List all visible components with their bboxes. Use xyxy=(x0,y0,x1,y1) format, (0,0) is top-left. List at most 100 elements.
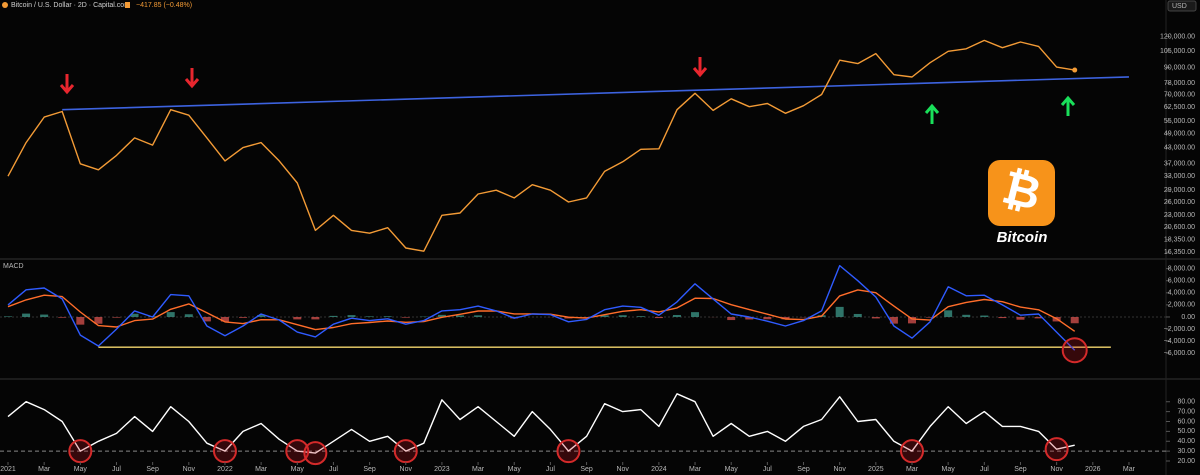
bitcoin-badge xyxy=(988,160,1055,226)
histogram-bar xyxy=(871,316,880,319)
y-tick-label: 0.00 xyxy=(1181,314,1195,321)
histogram-bar xyxy=(220,316,229,322)
histogram-bar xyxy=(58,316,67,318)
x-tick-label: 2022 xyxy=(217,466,233,473)
y-tick-label: 4,000.00 xyxy=(1168,290,1195,297)
currency-button[interactable] xyxy=(1167,0,1197,12)
y-tick-label: 29,000.00 xyxy=(1164,187,1195,194)
x-tick-label: 2025 xyxy=(868,466,884,473)
x-tick-label: Sep xyxy=(146,466,159,473)
y-tick-label: 78,000.00 xyxy=(1164,80,1195,87)
x-tick-label: 2026 xyxy=(1085,466,1101,473)
pane-title: MACD xyxy=(3,263,24,270)
y-tick-label: 37,000.00 xyxy=(1164,161,1195,168)
histogram-bar xyxy=(166,312,175,317)
x-tick-label: Sep xyxy=(363,466,376,473)
histogram-bar xyxy=(40,314,49,317)
histogram-bar xyxy=(130,313,139,317)
histogram-bar xyxy=(239,316,248,318)
histogram-bar xyxy=(672,314,681,317)
histogram-bar xyxy=(908,316,916,324)
last-price-dot xyxy=(1072,67,1078,73)
histogram-bar xyxy=(998,316,1007,319)
histogram-bar xyxy=(112,316,121,318)
x-tick-label: Nov xyxy=(1050,466,1063,473)
y-tick-label: 40.00 xyxy=(1177,438,1195,445)
highlight-circle xyxy=(303,441,328,466)
histogram-bar xyxy=(944,310,953,317)
x-tick-label: May xyxy=(74,466,88,473)
x-tick-label: Mar xyxy=(1123,466,1136,473)
x-tick-label: Nov xyxy=(183,466,196,473)
histogram-bar xyxy=(1070,316,1079,324)
histogram-bar xyxy=(365,316,374,317)
histogram-bar xyxy=(835,306,844,317)
histogram-bar xyxy=(257,315,266,317)
histogram-bar xyxy=(1034,316,1043,319)
y-tick-label: 80.00 xyxy=(1177,399,1195,406)
x-tick-label: Jul xyxy=(546,466,555,473)
symbol-icon xyxy=(2,2,8,8)
histogram-bar xyxy=(22,313,31,317)
histogram-bar xyxy=(781,316,790,320)
histogram-bar xyxy=(456,315,464,317)
x-tick-label: Jul xyxy=(112,466,121,473)
histogram-bar xyxy=(184,314,193,317)
highlight-circle xyxy=(212,439,237,464)
x-tick-label: Mar xyxy=(472,466,485,473)
histogram-bar xyxy=(600,315,609,317)
histogram-bar xyxy=(618,315,627,317)
x-tick-label: Nov xyxy=(400,466,413,473)
sell-arrow xyxy=(59,74,75,95)
sell-arrow xyxy=(692,57,708,78)
x-tick-label: Jul xyxy=(329,466,338,473)
y-tick-label: −2,000.00 xyxy=(1164,326,1195,333)
histogram-bar xyxy=(727,316,736,321)
x-tick-label: May xyxy=(725,466,739,473)
currency-label[interactable]: USD xyxy=(1172,3,1187,10)
histogram-bar xyxy=(962,314,971,317)
x-tick-label: May xyxy=(508,466,522,473)
histogram-bar xyxy=(94,316,103,324)
bitcoin-label: Bitcoin xyxy=(997,229,1048,246)
rsi-line xyxy=(7,393,1075,454)
y-tick-label: 50.00 xyxy=(1177,428,1195,435)
highlight-circle xyxy=(393,439,418,464)
histogram-bar xyxy=(654,316,663,319)
x-tick-label: Mar xyxy=(255,466,268,473)
arrows xyxy=(59,57,1076,124)
y-tick-label: 60.00 xyxy=(1177,418,1195,425)
histogram-bar xyxy=(691,312,700,317)
x-tick-label: Sep xyxy=(1014,466,1027,473)
histogram-bar xyxy=(853,313,862,317)
histogram-bar xyxy=(889,316,898,324)
symbol-title: Bitcoin / U.S. Dollar · 2D · Capital.com xyxy=(11,2,130,9)
price-line xyxy=(7,39,1075,252)
x-tick-label: 2023 xyxy=(434,466,450,473)
histogram-bar xyxy=(763,316,772,320)
y-tick-label: 8,000.00 xyxy=(1168,265,1195,272)
histogram-bar xyxy=(926,316,935,318)
highlight-circle xyxy=(1061,337,1088,364)
histogram-bar xyxy=(202,316,211,322)
x-tick-label: 2024 xyxy=(651,466,667,473)
y-tick-label: 26,000.00 xyxy=(1164,199,1195,206)
y-tick-label: −4,000.00 xyxy=(1164,338,1195,345)
flag-icon xyxy=(125,2,130,8)
y-tick-label: 70,000.00 xyxy=(1164,92,1195,99)
histogram-bar xyxy=(980,315,989,317)
y-tick-label: 30.00 xyxy=(1177,448,1195,455)
x-tick-label: Mar xyxy=(906,466,919,473)
y-tick-label: 20.00 xyxy=(1177,458,1195,465)
histogram-bar xyxy=(311,316,320,320)
highlight-circle xyxy=(1044,437,1069,462)
histogram-bar xyxy=(745,316,754,320)
y-tick-label: 70.00 xyxy=(1177,408,1195,415)
x-tick-label: Sep xyxy=(797,466,810,473)
histogram-bar xyxy=(474,315,483,317)
x-tick-label: Mar xyxy=(38,466,51,473)
y-tick-label: 23,000.00 xyxy=(1164,212,1195,219)
sell-arrow xyxy=(184,68,200,89)
histogram-bar xyxy=(437,314,446,317)
